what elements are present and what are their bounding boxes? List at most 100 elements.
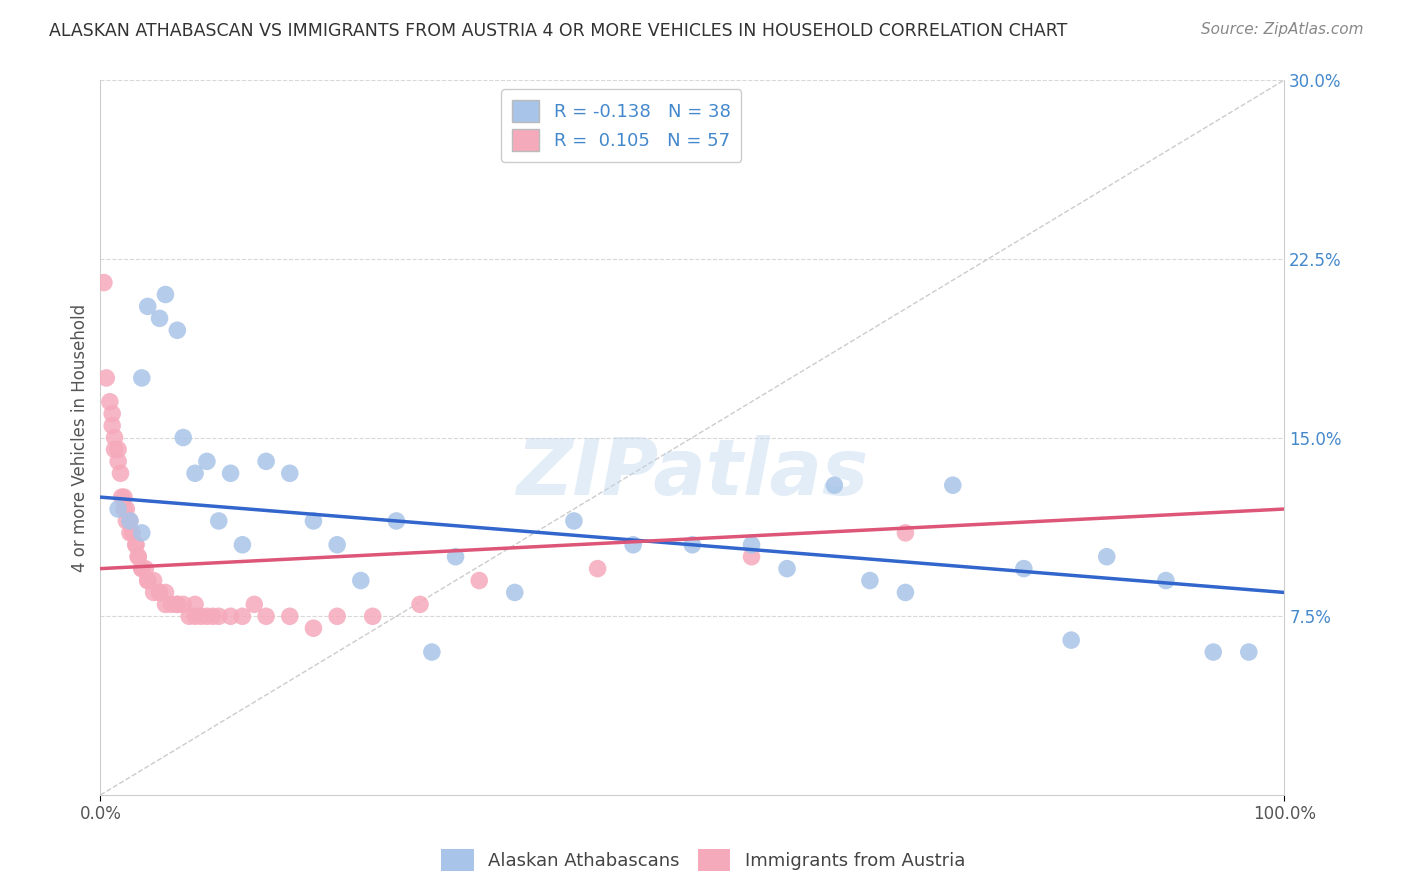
- Point: [1237, 645, 1260, 659]
- Point: [741, 549, 763, 564]
- Point: [103, 430, 125, 444]
- Point: [302, 621, 325, 635]
- Point: [201, 609, 224, 624]
- Point: [1060, 633, 1083, 648]
- Point: [208, 609, 231, 624]
- Point: [278, 609, 301, 624]
- Point: [93, 276, 115, 290]
- Point: [148, 585, 170, 599]
- Point: [131, 525, 153, 540]
- Point: [148, 585, 170, 599]
- Point: [118, 514, 141, 528]
- Point: [101, 407, 124, 421]
- Point: [101, 418, 124, 433]
- Point: [172, 430, 194, 444]
- Point: [127, 549, 149, 564]
- Point: [231, 609, 253, 624]
- Point: [121, 525, 143, 540]
- Point: [118, 525, 141, 540]
- Point: [468, 574, 491, 588]
- Point: [1202, 645, 1225, 659]
- Point: [155, 287, 177, 301]
- Point: [190, 609, 212, 624]
- Point: [160, 598, 183, 612]
- Point: [155, 598, 177, 612]
- Text: ZIPatlas: ZIPatlas: [516, 435, 869, 511]
- Point: [118, 514, 141, 528]
- Point: [172, 598, 194, 612]
- Text: ALASKAN ATHABASCAN VS IMMIGRANTS FROM AUSTRIA 4 OR MORE VEHICLES IN HOUSEHOLD CO: ALASKAN ATHABASCAN VS IMMIGRANTS FROM AU…: [49, 22, 1067, 40]
- Point: [219, 467, 242, 481]
- Point: [385, 514, 408, 528]
- Point: [112, 502, 135, 516]
- Legend: R = -0.138   N = 38, R =  0.105   N = 57: R = -0.138 N = 38, R = 0.105 N = 57: [502, 89, 741, 162]
- Point: [326, 538, 349, 552]
- Point: [184, 467, 207, 481]
- Point: [166, 598, 188, 612]
- Point: [219, 609, 242, 624]
- Point: [136, 300, 159, 314]
- Legend: Alaskan Athabascans, Immigrants from Austria: Alaskan Athabascans, Immigrants from Aus…: [434, 842, 972, 879]
- Point: [681, 538, 703, 552]
- Point: [361, 609, 384, 624]
- Point: [111, 490, 134, 504]
- Point: [166, 598, 188, 612]
- Point: [302, 514, 325, 528]
- Y-axis label: 4 or more Vehicles in Household: 4 or more Vehicles in Household: [72, 303, 89, 572]
- Point: [562, 514, 585, 528]
- Point: [136, 574, 159, 588]
- Point: [142, 574, 165, 588]
- Point: [1154, 574, 1177, 588]
- Point: [115, 502, 138, 516]
- Point: [208, 514, 231, 528]
- Point: [894, 525, 917, 540]
- Point: [125, 538, 148, 552]
- Point: [96, 371, 118, 385]
- Point: [131, 561, 153, 575]
- Point: [243, 598, 266, 612]
- Point: [254, 454, 277, 468]
- Point: [148, 311, 170, 326]
- Point: [409, 598, 432, 612]
- Point: [195, 609, 218, 624]
- Point: [127, 549, 149, 564]
- Point: [98, 394, 121, 409]
- Point: [103, 442, 125, 457]
- Text: Source: ZipAtlas.com: Source: ZipAtlas.com: [1201, 22, 1364, 37]
- Point: [444, 549, 467, 564]
- Point: [184, 609, 207, 624]
- Point: [231, 538, 253, 552]
- Point: [125, 538, 148, 552]
- Point: [859, 574, 882, 588]
- Point: [136, 574, 159, 588]
- Point: [586, 561, 609, 575]
- Point: [350, 574, 373, 588]
- Point: [179, 609, 201, 624]
- Point: [254, 609, 277, 624]
- Point: [131, 371, 153, 385]
- Point: [326, 609, 349, 624]
- Point: [776, 561, 799, 575]
- Point: [1012, 561, 1035, 575]
- Point: [115, 514, 138, 528]
- Point: [621, 538, 644, 552]
- Point: [1095, 549, 1118, 564]
- Point: [894, 585, 917, 599]
- Point: [134, 561, 156, 575]
- Point: [195, 454, 218, 468]
- Point: [823, 478, 845, 492]
- Point: [166, 323, 188, 337]
- Point: [155, 585, 177, 599]
- Point: [107, 502, 129, 516]
- Point: [184, 598, 207, 612]
- Point: [142, 585, 165, 599]
- Point: [420, 645, 443, 659]
- Point: [110, 467, 132, 481]
- Point: [278, 467, 301, 481]
- Point: [942, 478, 965, 492]
- Point: [107, 454, 129, 468]
- Point: [107, 442, 129, 457]
- Point: [741, 538, 763, 552]
- Point: [131, 561, 153, 575]
- Point: [112, 490, 135, 504]
